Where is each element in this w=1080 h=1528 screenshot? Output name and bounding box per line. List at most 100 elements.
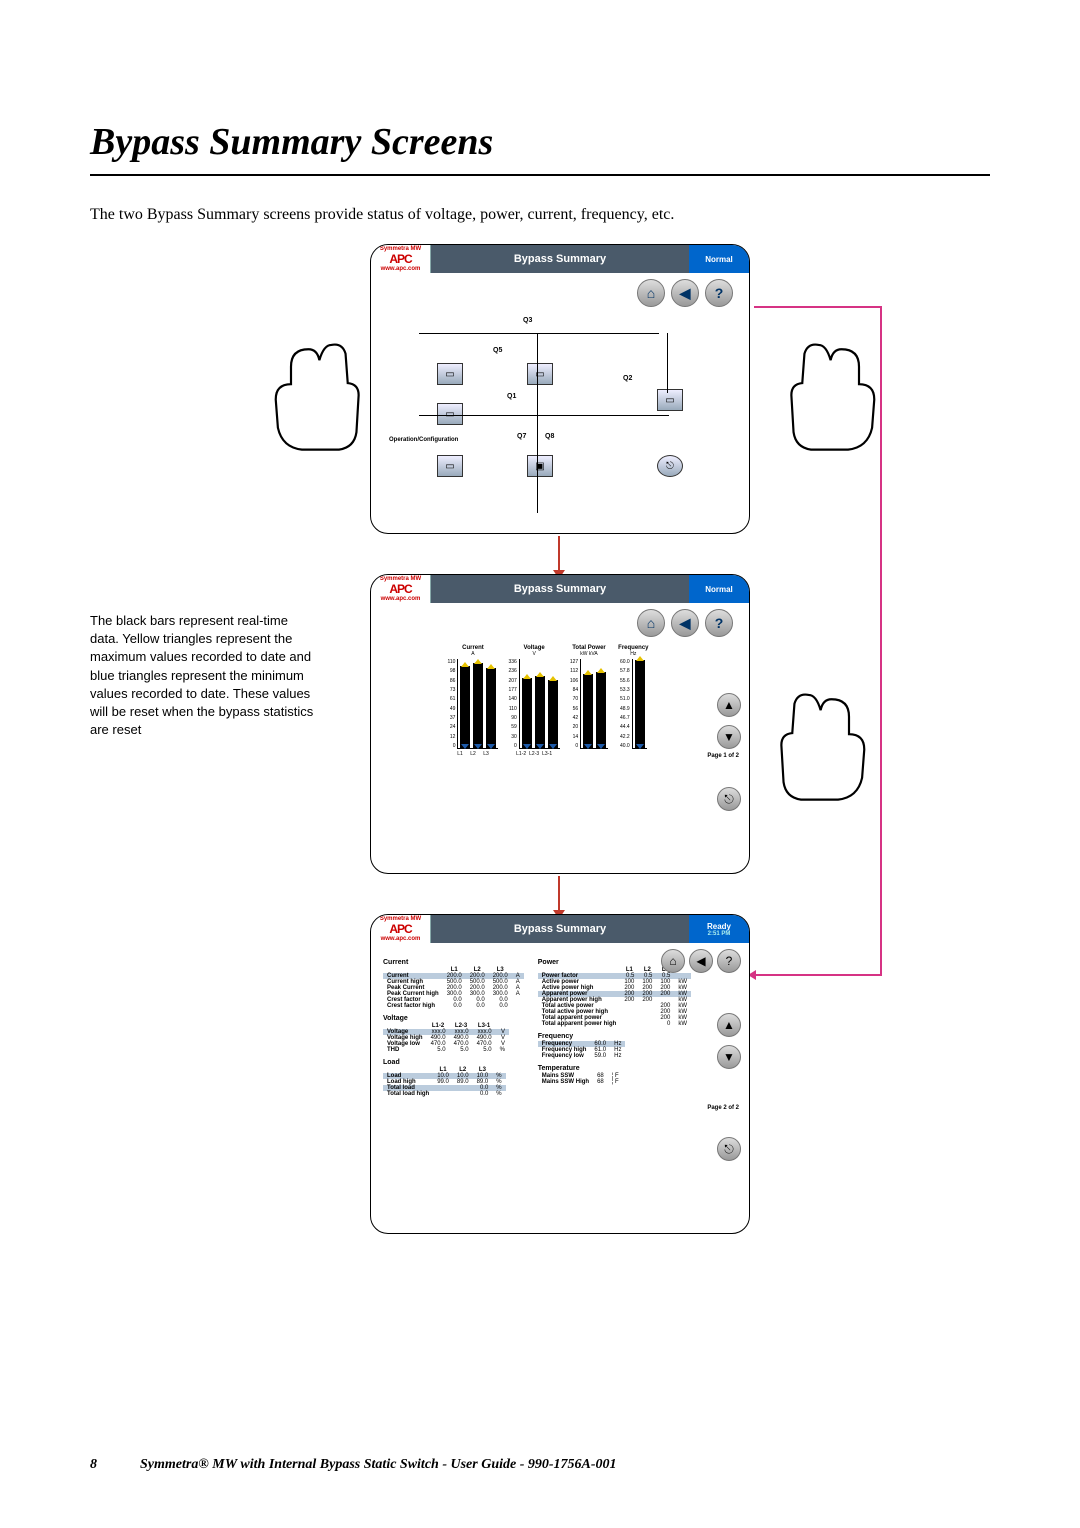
section-voltage: Voltage — [383, 1015, 524, 1022]
screen1-title: Bypass Summary — [431, 253, 689, 265]
bypass-diagram: Q3 Q5 Q1 Q2 Q7 Q8 Operation/Configuratio… — [407, 315, 713, 525]
back-icon-2[interactable]: ◀ — [671, 609, 699, 637]
chart-voltage: VoltageV3362362071771401109059300L1-2L2-… — [508, 645, 559, 757]
screen1-status: Normal — [689, 245, 749, 273]
bar — [473, 663, 483, 748]
page-1-of-2: Page 1 of 2 — [707, 753, 739, 759]
bar — [522, 678, 532, 748]
node-left[interactable]: ▭ — [437, 363, 463, 385]
red-arrow-12 — [558, 536, 560, 572]
help-icon-2[interactable]: ? — [705, 609, 733, 637]
bar — [596, 672, 606, 748]
table-temperature: Mains SSW68¦ FMains SSW High68¦ F — [538, 1073, 623, 1085]
bar — [535, 676, 545, 748]
down-icon-3[interactable]: ▼ — [717, 1045, 741, 1069]
screen-3: Symmetra MW APC www.apc.com Bypass Summa… — [370, 914, 750, 1234]
charts-row: CurrentA11098867361493724120L1L2L3Voltag… — [377, 645, 743, 757]
table-row: Frequency low59.0Hz — [538, 1053, 626, 1059]
bar — [486, 668, 496, 748]
up-icon[interactable]: ▲ — [717, 693, 741, 717]
logo-url: www.apc.com — [381, 266, 421, 272]
node-exit[interactable]: ⎋ — [657, 455, 683, 477]
screen2-status: Normal — [689, 575, 749, 603]
q5-label: Q5 — [493, 347, 502, 354]
section-frequency: Frequency — [538, 1033, 691, 1040]
logo-brand-2: APC — [389, 582, 411, 596]
screen1-header: Symmetra MW APC www.apc.com Bypass Summa… — [371, 245, 749, 273]
chart-frequency: FrequencyHz60.057.855.653.351.048.946.74… — [618, 645, 648, 757]
table-load: L1L2L3Load10.010.010.0%Load high99.089.0… — [383, 1067, 506, 1097]
q2-label: Q2 — [623, 375, 632, 382]
node-q2[interactable]: ▭ — [657, 389, 683, 411]
q1-label: Q1 — [507, 393, 516, 400]
logo-url-3: www.apc.com — [381, 936, 421, 942]
node-q1[interactable]: ▭ — [437, 403, 463, 425]
table-voltage: L1-2L2-3L3-1Voltagexxx.0xxx.0xxx.0VVolta… — [383, 1023, 509, 1053]
screen3-status: Ready 2:51 PM — [689, 915, 749, 943]
sidebar-text: The black bars represent real-time data.… — [90, 612, 320, 739]
hand-right-icon — [780, 334, 890, 464]
small-icons-3: ▲ ▼ ⎋ — [717, 1013, 741, 1161]
home-icon-2[interactable]: ⌂ — [637, 609, 665, 637]
back-icon[interactable]: ◀ — [671, 279, 699, 307]
screen-2: Symmetra MW APC www.apc.com Bypass Summa… — [370, 574, 750, 874]
help-icon-3[interactable]: ? — [717, 949, 741, 973]
chart-total-power: Total PowerkW kVA1271121068470564220140 — [570, 645, 608, 757]
table-current: L1L2L3Current200.0200.0200.0ACurrent hig… — [383, 967, 524, 1009]
hand-right-2-icon — [770, 684, 880, 814]
home-icon[interactable]: ⌂ — [637, 279, 665, 307]
small-icons-2: ▲ ▼ ⎋ — [717, 693, 741, 811]
chart-sub: kW kVA — [580, 651, 597, 657]
apc-logo-2: Symmetra MW APC www.apc.com — [371, 575, 431, 603]
chart-current: CurrentA11098867361493724120L1L2L3 — [447, 645, 498, 757]
up-icon-3[interactable]: ▲ — [717, 1013, 741, 1037]
help-icon[interactable]: ? — [705, 279, 733, 307]
table-row: THD5.05.05.0% — [383, 1047, 509, 1053]
section-current: Current — [383, 959, 524, 966]
table-row: Total load high0.0% — [383, 1091, 506, 1097]
screen3-header: Symmetra MW APC www.apc.com Bypass Summa… — [371, 915, 749, 943]
table-power: L1L2L3Power factor0.50.50.5Active power1… — [538, 967, 691, 1027]
node-cfg[interactable]: ▭ — [437, 455, 463, 477]
col-right: PowerL1L2L3Power factor0.50.50.5Active p… — [538, 955, 691, 1103]
section-load: Load — [383, 1059, 524, 1066]
nav-icons: ⌂ ◀ ? — [377, 279, 743, 307]
page-2-of-2: Page 2 of 2 — [707, 1105, 739, 1111]
page-title: Bypass Summary Screens — [90, 120, 990, 164]
status-time: 2:51 PM — [708, 931, 731, 937]
logo-brand: APC — [389, 252, 411, 266]
exit-icon-2[interactable]: ⎋ — [717, 787, 741, 811]
table-frequency: Frequency60.0HzFrequency high61.0HzFrequ… — [538, 1041, 626, 1059]
bar — [548, 680, 558, 748]
pink-arrow-3 — [754, 974, 882, 976]
logo-brand-3: APC — [389, 922, 411, 936]
red-arrow-23 — [558, 876, 560, 912]
apc-logo: Symmetra MW APC www.apc.com — [371, 245, 431, 273]
q3-label: Q3 — [523, 317, 532, 324]
screen2-title: Bypass Summary — [431, 583, 689, 595]
exit-icon-3[interactable]: ⎋ — [717, 1137, 741, 1161]
home-icon-3[interactable]: ⌂ — [661, 949, 685, 973]
opconf-label: Operation/Configuration — [389, 437, 458, 443]
intro-text: The two Bypass Summary screens provide s… — [90, 206, 990, 224]
footer-text: Symmetra® MW with Internal Bypass Static… — [140, 1457, 617, 1473]
screen-1: Symmetra MW APC www.apc.com Bypass Summa… — [370, 244, 750, 534]
table-row: Total apparent power high0kW — [538, 1021, 691, 1027]
chart-sub: A — [471, 651, 474, 657]
section-temperature: Temperature — [538, 1065, 691, 1072]
screen3-title: Bypass Summary — [431, 923, 689, 935]
status-text: Normal — [705, 255, 733, 264]
q7-label: Q7 — [517, 433, 526, 440]
status-text-3: Ready — [707, 922, 731, 931]
nav-icons-3: ⌂ ◀ ? — [661, 949, 741, 973]
status-text-2: Normal — [705, 585, 733, 594]
down-icon[interactable]: ▼ — [717, 725, 741, 749]
node-bot[interactable]: ▣ — [527, 455, 553, 477]
table-row: Mains SSW High68¦ F — [538, 1079, 623, 1085]
page-footer: 8 Symmetra® MW with Internal Bypass Stat… — [90, 1457, 990, 1473]
back-icon-3[interactable]: ◀ — [689, 949, 713, 973]
main-area: The black bars represent real-time data.… — [90, 244, 990, 1244]
chart-sub: V — [532, 651, 535, 657]
screen2-header: Symmetra MW APC www.apc.com Bypass Summa… — [371, 575, 749, 603]
node-mid[interactable]: ▭ — [527, 363, 553, 385]
